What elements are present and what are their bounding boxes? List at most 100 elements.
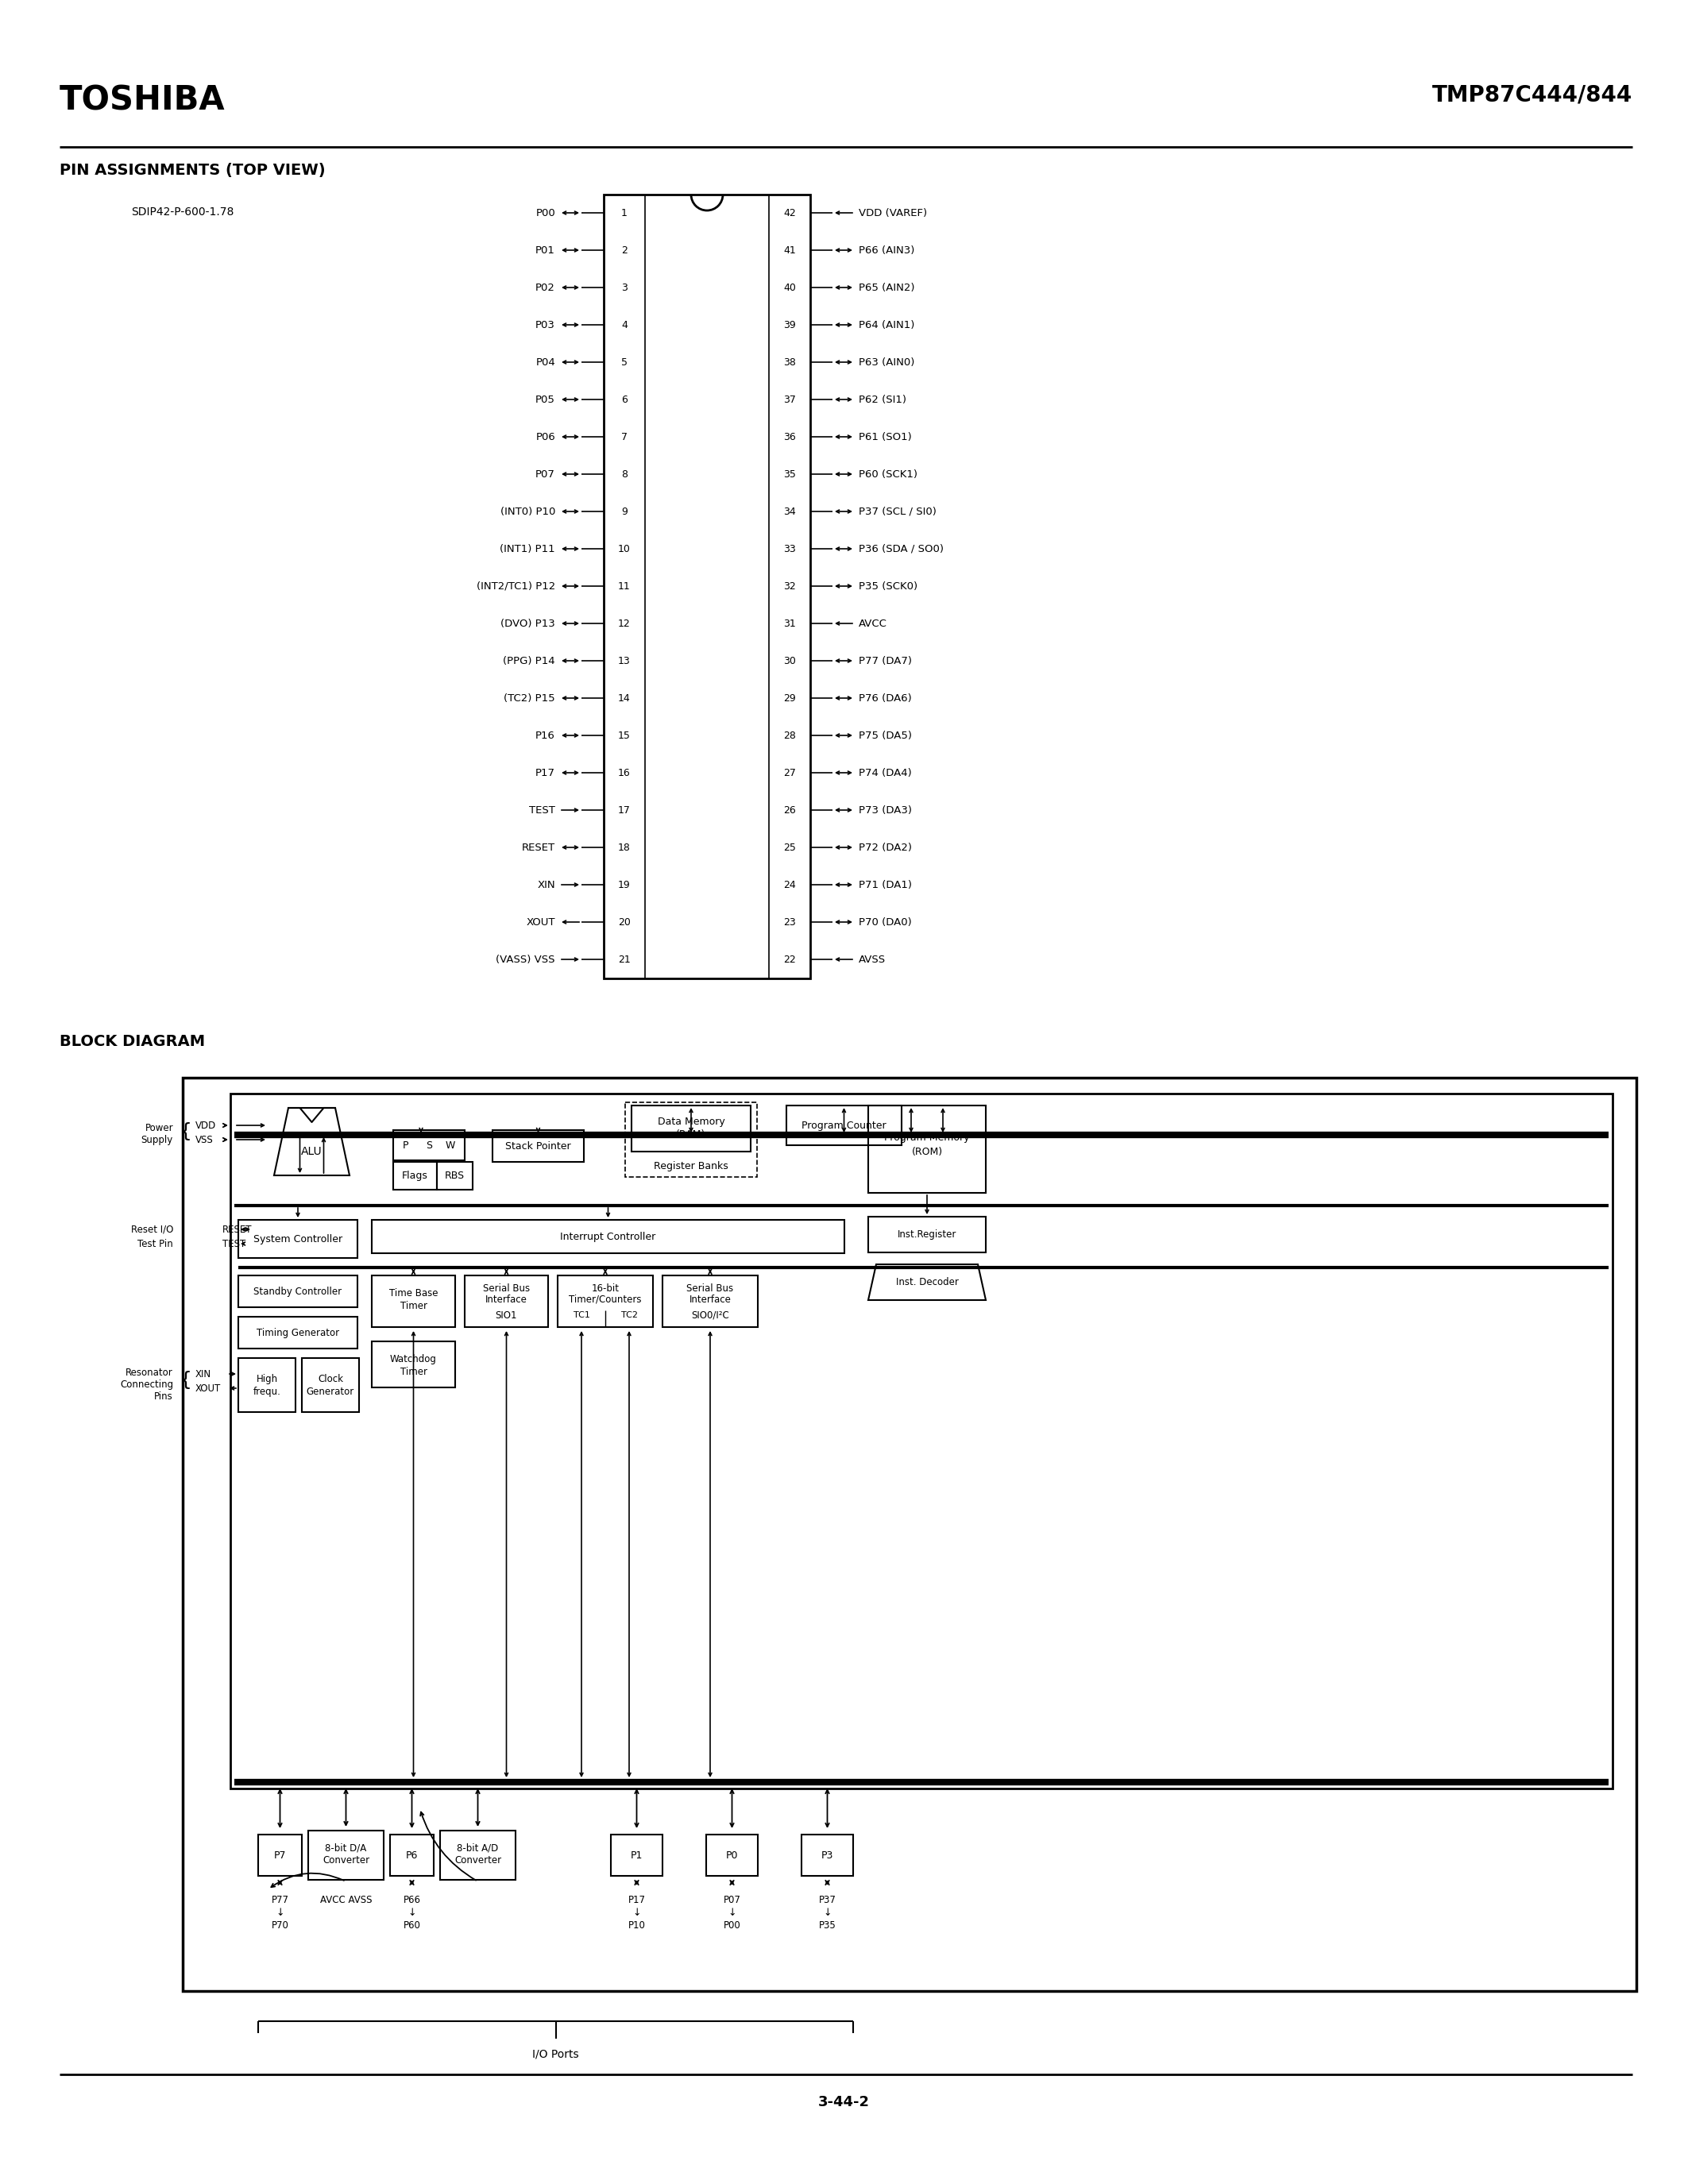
Bar xyxy=(182,1077,1636,1992)
Text: P66 (AIN3): P66 (AIN3) xyxy=(859,245,915,256)
Text: Interrupt Controller: Interrupt Controller xyxy=(560,1232,657,1243)
Text: Standby Controller: Standby Controller xyxy=(253,1286,343,1297)
Text: 34: 34 xyxy=(783,507,795,518)
Text: Converter: Converter xyxy=(454,1856,501,1865)
Text: P01: P01 xyxy=(535,245,555,256)
Text: BLOCK DIAGRAM: BLOCK DIAGRAM xyxy=(59,1033,204,1048)
Text: P71 (DA1): P71 (DA1) xyxy=(859,880,912,889)
Bar xyxy=(464,1275,549,1328)
Text: 41: 41 xyxy=(783,245,795,256)
Text: P04: P04 xyxy=(535,356,555,367)
Text: 13: 13 xyxy=(618,655,631,666)
Text: 8-bit A/D: 8-bit A/D xyxy=(457,1843,498,1854)
Bar xyxy=(302,1358,360,1413)
Text: SDIP42-P-600-1.78: SDIP42-P-600-1.78 xyxy=(132,207,235,218)
Text: VSS: VSS xyxy=(196,1133,213,1144)
Text: (TC2) P15: (TC2) P15 xyxy=(505,692,555,703)
Text: 8-bit D/A: 8-bit D/A xyxy=(326,1843,366,1854)
Text: SIO0/I²C: SIO0/I²C xyxy=(690,1310,729,1321)
Text: P06: P06 xyxy=(535,432,555,441)
Text: RESET: RESET xyxy=(522,843,555,852)
Text: 19: 19 xyxy=(618,880,631,889)
Text: 39: 39 xyxy=(783,319,795,330)
Text: Generator: Generator xyxy=(307,1387,354,1396)
Text: P03: P03 xyxy=(535,319,555,330)
Text: frequ.: frequ. xyxy=(253,1387,280,1396)
Text: Interface: Interface xyxy=(689,1295,731,1304)
Text: Data Memory: Data Memory xyxy=(657,1116,724,1127)
Text: 28: 28 xyxy=(783,729,797,740)
Text: XIN: XIN xyxy=(537,880,555,889)
Text: ↓: ↓ xyxy=(408,1909,415,1918)
Text: (INT2/TC1) P12: (INT2/TC1) P12 xyxy=(476,581,555,592)
Text: P: P xyxy=(402,1140,408,1151)
Text: P07: P07 xyxy=(722,1894,741,1904)
Text: 9: 9 xyxy=(621,507,628,518)
Text: ↓: ↓ xyxy=(633,1909,641,1918)
Text: AVCC: AVCC xyxy=(859,618,888,629)
Bar xyxy=(662,1275,758,1328)
Text: 40: 40 xyxy=(783,282,797,293)
Text: P77: P77 xyxy=(272,1894,289,1904)
Text: P37 (SCL / SI0): P37 (SCL / SI0) xyxy=(859,507,937,518)
Bar xyxy=(238,1275,358,1308)
Bar xyxy=(393,1129,464,1160)
Text: Test Pin: Test Pin xyxy=(138,1238,174,1249)
Text: 10: 10 xyxy=(618,544,631,555)
Text: RBS: RBS xyxy=(446,1171,464,1182)
Text: 24: 24 xyxy=(783,880,795,889)
Text: (VASS) VSS: (VASS) VSS xyxy=(496,954,555,965)
Text: P35: P35 xyxy=(819,1920,836,1931)
Text: 16: 16 xyxy=(618,767,631,778)
Text: Timer: Timer xyxy=(400,1299,427,1310)
Text: 14: 14 xyxy=(618,692,631,703)
Text: P63 (AIN0): P63 (AIN0) xyxy=(859,356,915,367)
Text: P65 (AIN2): P65 (AIN2) xyxy=(859,282,915,293)
Bar xyxy=(787,1105,901,1144)
Text: 21: 21 xyxy=(618,954,631,965)
Text: P36 (SDA / SO0): P36 (SDA / SO0) xyxy=(859,544,944,555)
Text: (ROM): (ROM) xyxy=(912,1147,942,1158)
Text: Reset I/O: Reset I/O xyxy=(130,1225,174,1234)
Text: Serial Bus: Serial Bus xyxy=(483,1282,530,1293)
Text: Interface: Interface xyxy=(486,1295,527,1304)
Text: 17: 17 xyxy=(618,806,631,815)
Text: Resonator: Resonator xyxy=(125,1367,174,1378)
Bar xyxy=(258,1835,302,1876)
Bar xyxy=(868,1105,986,1192)
Text: TEST: TEST xyxy=(223,1238,246,1249)
Text: Stack Pointer: Stack Pointer xyxy=(505,1140,571,1151)
Text: P35 (SCK0): P35 (SCK0) xyxy=(859,581,918,592)
Text: 23: 23 xyxy=(783,917,795,928)
Text: Serial Bus: Serial Bus xyxy=(687,1282,734,1293)
Text: ALU: ALU xyxy=(300,1147,322,1158)
Text: 26: 26 xyxy=(783,806,795,815)
Text: P72 (DA2): P72 (DA2) xyxy=(859,843,912,852)
Text: AVSS: AVSS xyxy=(859,954,886,965)
Text: P37: P37 xyxy=(819,1894,836,1904)
Text: Watchdog: Watchdog xyxy=(390,1354,437,1365)
Text: Inst. Decoder: Inst. Decoder xyxy=(896,1278,959,1286)
Text: 6: 6 xyxy=(621,395,628,404)
Bar xyxy=(611,1835,662,1876)
Text: P7: P7 xyxy=(273,1850,287,1861)
Text: 1: 1 xyxy=(621,207,628,218)
Bar xyxy=(371,1341,456,1387)
Text: P60: P60 xyxy=(403,1920,420,1931)
Text: P64 (AIN1): P64 (AIN1) xyxy=(859,319,915,330)
Text: RESET: RESET xyxy=(223,1225,252,1234)
Text: 38: 38 xyxy=(783,356,797,367)
Text: System Controller: System Controller xyxy=(253,1234,343,1245)
Text: (INT0) P10: (INT0) P10 xyxy=(500,507,555,518)
Text: TC2: TC2 xyxy=(621,1310,638,1319)
Text: 3-44-2: 3-44-2 xyxy=(817,2094,869,2110)
Text: 33: 33 xyxy=(783,544,795,555)
Text: Converter: Converter xyxy=(322,1856,370,1865)
Text: Timing Generator: Timing Generator xyxy=(257,1328,339,1339)
Text: 22: 22 xyxy=(783,954,795,965)
Text: W: W xyxy=(446,1140,456,1151)
Text: (INT1) P11: (INT1) P11 xyxy=(500,544,555,555)
Text: P00: P00 xyxy=(535,207,555,218)
Bar xyxy=(802,1835,852,1876)
Text: 35: 35 xyxy=(783,470,797,478)
